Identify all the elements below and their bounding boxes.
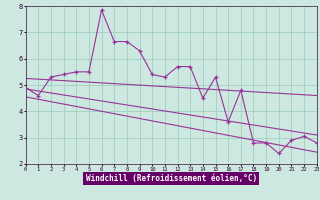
X-axis label: Windchill (Refroidissement éolien,°C): Windchill (Refroidissement éolien,°C) [86,174,257,183]
